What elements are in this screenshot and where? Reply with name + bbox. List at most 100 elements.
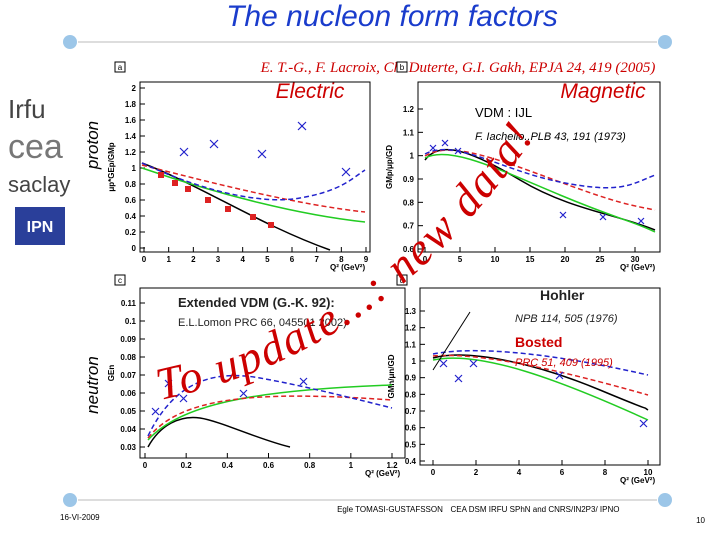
annotation: Extended VDM (G.-K. 92): [178,295,335,310]
y-tick-label: 1.1 [403,128,415,137]
y-tick-label: 1.2 [125,148,137,157]
row-label: proton [83,121,102,170]
y-tick-label: 0.6 [405,424,417,433]
y-tick-label: 0.8 [405,390,417,399]
x-tick-label: 8 [339,255,344,264]
row-label: neutron [83,356,102,414]
plot-frame [139,81,371,253]
reference: E. T.-G., F. Lacroix, Ch. Duterte, G.I. … [260,60,656,76]
annotation: Hohler [540,287,585,303]
y-tick-label: 1.8 [125,100,137,109]
panel-a-markers [179,121,351,177]
x-tick-label: 8 [603,468,608,477]
x-axis-label: Q² (GeV²) [330,263,365,272]
y-tick-label: 0.11 [121,299,137,308]
y-tick-label: 1 [410,152,415,161]
y-tick-label: 0.06 [120,389,136,398]
y-tick-label: 0.07 [120,371,136,380]
panel-label-box [114,274,126,286]
x-tick-label: 5 [265,255,270,264]
annotation: PRC 51, 409 (1995) [515,357,613,369]
y-tick-label: 0.9 [405,374,417,383]
panel-label-box [396,274,408,286]
y-tick-label: 0.09 [120,335,136,344]
x-tick-label: 15 [526,255,535,264]
annotation: F. Iachello..PLB 43, 191 (1973) [475,131,626,143]
plot-frame [417,81,661,253]
y-tick-label: 1 [412,357,417,366]
panel-label: a [118,63,123,72]
x-tick-label: 0 [423,255,428,264]
y-tick-label: 1.1 [405,340,417,349]
x-tick-label: 1 [349,461,354,470]
column-label: Magnetic [560,80,646,103]
panel-c-curves [147,374,393,448]
footer-author: Egle TOMASI-GUSTAFSSON [337,505,443,514]
x-tick-label: 30 [631,255,640,264]
overlay-path: To update...: new data! [151,113,543,410]
column-label: Electric [276,80,345,103]
annotation: Bosted [515,334,562,350]
y-tick-label: 0.7 [405,407,417,416]
panel-label: d [400,276,404,285]
y-tick-label: 1.2 [403,105,415,114]
x-tick-label: 1.2 [386,461,398,470]
y-tick-label: 0.6 [403,245,415,254]
y-tick-label: 0.6 [125,196,137,205]
plot-frame [139,287,406,459]
x-tick-label: 20 [561,255,570,264]
y-tick-label: 1.4 [125,132,137,141]
y-tick-label: 1.2 [405,324,417,333]
panel-b-markers [429,139,645,225]
logo-ipn: IPN [27,219,54,236]
x-tick-label: 0.8 [304,461,316,470]
x-tick-label: 6 [290,255,295,264]
panel-c-markers [151,377,308,416]
panel-label: c [118,276,122,285]
y-tick-label: 2 [132,84,137,93]
logo-ipn-bg [15,207,65,245]
annotation: E.L.Lomon PRC 66, 045501 2002) [178,317,347,329]
y-tick-label: 0.05 [120,407,136,416]
x-axis-label: Q² (GeV²) [620,476,655,485]
x-tick-label: 6 [560,468,565,477]
x-tick-label: 2 [474,468,479,477]
y-tick-label: 1 [132,164,137,173]
orb [658,493,672,507]
y-tick-label: 0.5 [405,440,417,449]
y-tick-label: 0.04 [120,425,136,434]
x-tick-label: 7 [314,255,319,264]
x-tick-label: 9 [364,255,369,264]
x-tick-label: 10 [644,468,653,477]
overlay-text: To update...: new data! [151,113,543,410]
panel-a-points [158,172,274,228]
y-tick-label: 1.3 [405,307,417,316]
orb [63,493,77,507]
y-tick-label: 0.8 [403,198,415,207]
y-axis-label: μp*GEp/GMp [107,142,116,191]
panel-d-curves [432,311,649,421]
y-tick-label: 0.1 [125,317,137,326]
x-tick-label: 25 [596,255,605,264]
x-tick-label: 0 [142,255,147,264]
y-tick-label: 0.03 [120,443,136,452]
panel-label-box [396,61,408,73]
y-tick-label: 0 [132,244,137,253]
y-tick-label: 0.2 [125,228,137,237]
footer-affiliation: CEA DSM IRFU SPhN and CNRS/IN2P3/ IPNO [451,505,620,514]
x-tick-label: 10 [491,255,500,264]
x-tick-label: 0.4 [222,461,234,470]
x-tick-label: 0.6 [263,461,275,470]
orb [63,35,77,49]
x-tick-label: 4 [517,468,522,477]
annotation: NPB 114, 505 (1976) [515,313,618,325]
y-axis-label: GMp/μp/GD [385,145,394,189]
panel-d-markers [439,359,648,428]
panel-label-box [114,61,126,73]
y-tick-label: 0.9 [403,175,415,184]
page-number: 10 [696,516,705,525]
footer-date: 16-VI-2009 [60,513,100,522]
logo-irfu: Irfu [8,94,46,124]
panel-b-curves [424,148,656,233]
